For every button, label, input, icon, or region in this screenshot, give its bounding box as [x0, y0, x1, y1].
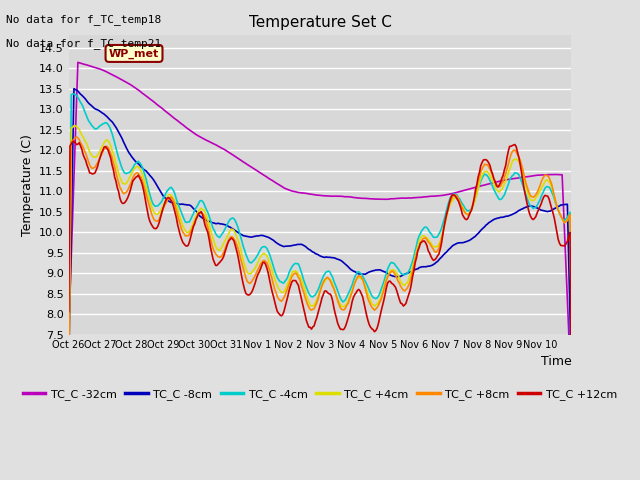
TC_C -32cm — [424, 194, 432, 200]
TC_C +12cm — [83, 162, 91, 168]
TC_C +4cm — [499, 184, 507, 190]
TC_C +12cm — [565, 234, 573, 240]
Line: TC_C -4cm: TC_C -4cm — [68, 94, 572, 369]
Text: WP_met: WP_met — [109, 48, 159, 59]
Legend: TC_C -32cm, TC_C -8cm, TC_C -4cm, TC_C +4cm, TC_C +8cm, TC_C +12cm: TC_C -32cm, TC_C -8cm, TC_C -4cm, TC_C +… — [19, 384, 621, 404]
TC_C +4cm — [565, 215, 573, 221]
TC_C -4cm — [324, 268, 332, 274]
TC_C -4cm — [499, 194, 507, 200]
Text: No data for f_TC_temp21: No data for f_TC_temp21 — [6, 38, 162, 49]
TC_C +8cm — [99, 149, 107, 155]
Title: Temperature Set C: Temperature Set C — [248, 15, 392, 30]
TC_C -8cm — [568, 366, 575, 372]
Line: TC_C +12cm: TC_C +12cm — [68, 141, 572, 367]
TC_C +8cm — [324, 276, 332, 281]
Line: TC_C -8cm: TC_C -8cm — [68, 89, 572, 369]
TC_C -32cm — [499, 178, 507, 183]
TC_C -32cm — [83, 62, 91, 68]
TC_C +12cm — [99, 147, 107, 153]
TC_C -8cm — [424, 263, 432, 269]
TC_C -32cm — [568, 390, 575, 396]
TC_C +4cm — [568, 318, 575, 324]
TC_C +8cm — [65, 389, 72, 395]
TC_C -4cm — [99, 121, 107, 127]
TC_C -8cm — [324, 254, 332, 260]
TC_C -4cm — [83, 115, 91, 120]
TC_C +12cm — [499, 173, 507, 179]
TC_C +4cm — [83, 142, 91, 148]
TC_C +4cm — [70, 123, 78, 129]
TC_C +4cm — [99, 143, 107, 148]
TC_C +8cm — [73, 134, 81, 140]
TC_C -8cm — [99, 110, 107, 116]
TC_C +8cm — [83, 155, 91, 160]
TC_C -8cm — [499, 214, 507, 220]
TC_C +12cm — [65, 309, 72, 314]
TC_C +12cm — [424, 248, 432, 254]
TC_C -8cm — [65, 362, 72, 368]
Line: TC_C +4cm: TC_C +4cm — [68, 126, 572, 386]
TC_C +8cm — [499, 179, 507, 184]
TC_C -8cm — [565, 256, 573, 262]
Line: TC_C +8cm: TC_C +8cm — [68, 137, 572, 392]
TC_C +12cm — [568, 364, 575, 370]
TC_C -4cm — [565, 212, 573, 218]
TC_C -32cm — [565, 328, 573, 334]
TC_C +8cm — [424, 239, 432, 245]
TC_C -32cm — [65, 329, 72, 335]
TC_C -32cm — [74, 60, 82, 65]
TC_C +8cm — [568, 317, 575, 323]
TC_C +12cm — [324, 291, 332, 297]
TC_C -8cm — [70, 86, 78, 92]
TC_C -4cm — [424, 227, 432, 232]
TC_C -4cm — [65, 366, 72, 372]
TC_C -4cm — [568, 317, 575, 323]
TC_C +12cm — [70, 138, 78, 144]
TC_C +4cm — [324, 276, 332, 282]
TC_C -4cm — [68, 91, 76, 96]
Line: TC_C -32cm: TC_C -32cm — [68, 62, 572, 393]
TC_C -32cm — [324, 193, 332, 199]
TC_C +8cm — [565, 215, 573, 220]
TC_C -32cm — [99, 67, 107, 73]
Y-axis label: Temperature (C): Temperature (C) — [20, 134, 33, 236]
TC_C +4cm — [65, 384, 72, 389]
Text: No data for f_TC_temp18: No data for f_TC_temp18 — [6, 14, 162, 25]
TC_C +4cm — [424, 237, 432, 243]
X-axis label: Time: Time — [541, 355, 572, 368]
TC_C -8cm — [83, 98, 91, 104]
